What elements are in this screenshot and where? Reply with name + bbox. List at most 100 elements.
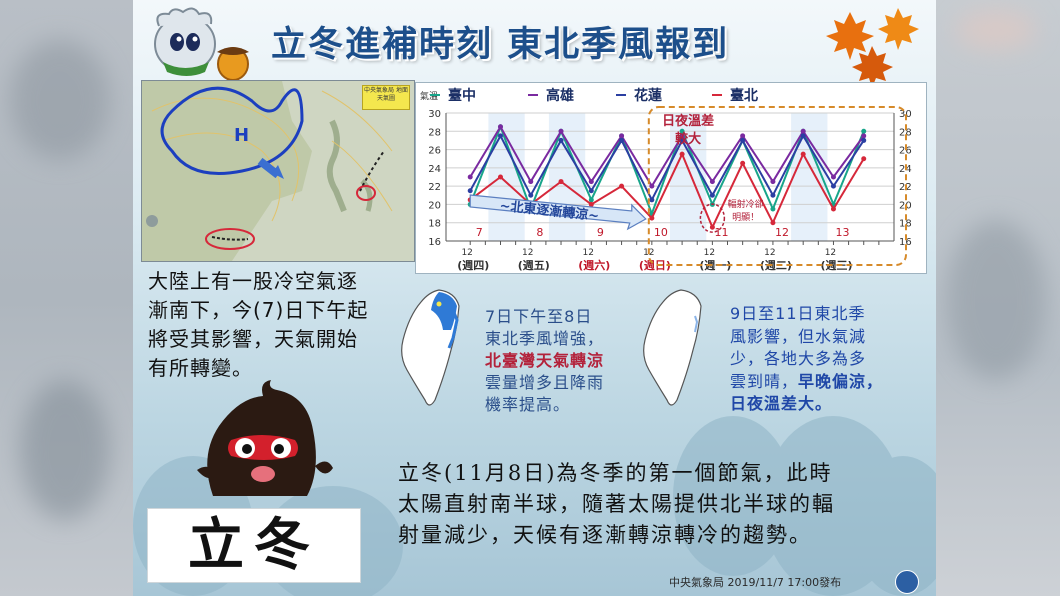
- weekday-label: (週二): [760, 258, 792, 272]
- series-point: [830, 206, 836, 212]
- cold-air-description: 大陸上有一股冷空氣逐漸南下，今(7)日下午起將受其影響，天氣開始有所轉變。: [148, 269, 369, 380]
- series-point: [588, 179, 594, 185]
- lidong-note-line: 射量減少，天候有逐漸轉涼轉冷的趨勢。: [398, 523, 812, 547]
- radiation-circle: [699, 203, 726, 233]
- hour-tick-label: 12: [764, 248, 775, 258]
- legend-label: 臺中: [448, 87, 476, 104]
- series-point: [558, 179, 564, 185]
- y-tick-label: 16: [899, 237, 912, 248]
- weekday-label: (週一): [699, 258, 731, 272]
- series-point: [497, 174, 503, 180]
- day-label: 7: [476, 226, 483, 239]
- y-axis-label: 氣溫: [420, 90, 438, 102]
- series-point: [861, 156, 867, 162]
- series-point: [800, 151, 806, 157]
- day-label: 13: [836, 226, 850, 239]
- trend-arrow: [469, 194, 647, 231]
- mid-desc-highlight: 北臺灣天氣轉涼: [485, 351, 605, 370]
- day-label: 11: [714, 226, 728, 239]
- series-point: [709, 192, 715, 198]
- background-right: [936, 0, 1060, 596]
- hour-tick-label: 12: [704, 248, 715, 258]
- series-point: [830, 183, 836, 189]
- day-label: 10: [654, 226, 668, 239]
- y-tick-label: 28: [428, 127, 441, 138]
- high-pressure-label: H: [234, 125, 249, 146]
- right-desc-line: 風影響，但水氣減: [730, 326, 867, 346]
- y-tick-label: 24: [428, 164, 441, 175]
- northeast-monsoon-forecast: 7日下午至8日 東北季風增強， 北臺灣天氣轉涼 雲量增多且降雨 機率提高。: [485, 306, 604, 416]
- series-point: [649, 183, 655, 189]
- legend-item-臺中: 臺中: [430, 87, 476, 104]
- series-point: [740, 137, 746, 143]
- series-point: [528, 179, 534, 185]
- series-point: [679, 151, 685, 157]
- temp-diff-label: 日夜溫差: [662, 113, 714, 129]
- series-point: [830, 174, 836, 180]
- surface-weather-map: H 中央氣象局 地面天氣圖: [141, 80, 415, 262]
- mid-desc-line: 雲量增多且降雨: [485, 373, 605, 392]
- right-desc-line: 雲到晴，: [730, 371, 799, 391]
- right-desc-highlight: 早晚偏涼，: [798, 371, 884, 391]
- series-point: [588, 201, 594, 207]
- series-point: [679, 137, 685, 143]
- right-desc-highlight: 日夜溫差大。: [730, 394, 833, 413]
- temperature-chart: 16 16 18 18 20 20 22 22 24 24 26 26 28 28 30 30 氣溫 7 12 (週四…: [415, 82, 927, 274]
- y-tick-label: 28: [899, 127, 912, 138]
- cwb-logo-icon: [895, 570, 919, 594]
- series-point: [619, 137, 625, 143]
- series-point: [497, 133, 503, 139]
- radiation-note: 輻射冷卻: [728, 198, 764, 210]
- series-point: [649, 215, 655, 221]
- series-point: [861, 137, 867, 143]
- series-point: [558, 128, 564, 134]
- series-point: [649, 197, 655, 203]
- night-band: [548, 113, 586, 241]
- series-point: [588, 188, 594, 194]
- y-tick-label: 16: [428, 237, 441, 248]
- series-point: [467, 174, 473, 180]
- weekday-label: (週日): [639, 258, 671, 272]
- monsoon-dry-forecast: 9日至11日東北季 風影響，但水氣減 少，各地大多為多 雲到晴，早晚偏涼， 日夜…: [730, 303, 883, 416]
- y-tick-label: 18: [428, 219, 441, 230]
- temp-diff-label: 較大: [675, 131, 701, 147]
- issuer-footer: 中央氣象局 2019/11/7 17:00發布: [669, 576, 842, 589]
- taiwan-map-dry: [643, 289, 702, 406]
- legend-item-臺北: 臺北: [712, 87, 758, 104]
- weekday-label: (週四): [457, 258, 489, 272]
- hour-tick-label: 12: [583, 248, 594, 258]
- lidong-mascot-icon: [197, 380, 333, 496]
- legend-item-高雄: 高雄: [528, 87, 574, 104]
- series-point: [800, 133, 806, 139]
- lidong-explanation: 立冬(11月8日)為冬季的第一個節氣，此時 太陽直射南半球，隨著太陽提供北半球的…: [398, 458, 835, 551]
- y-tick-label: 20: [428, 200, 441, 211]
- series-point: [679, 128, 685, 134]
- hour-tick-label: 12: [825, 248, 836, 258]
- maple-leaves-icon: [826, 8, 919, 84]
- weekday-label: (週五): [518, 258, 550, 272]
- hour-tick-label: 12: [522, 248, 533, 258]
- series-point: [861, 128, 867, 134]
- mid-desc-line: 機率提高。: [485, 395, 571, 414]
- series-line-臺北: [469, 151, 865, 230]
- mid-desc-line: 7日下午至8日: [485, 307, 593, 326]
- series-point: [770, 179, 776, 185]
- series-line-高雄: [469, 124, 865, 189]
- series-point: [619, 133, 625, 139]
- series-point: [709, 224, 715, 230]
- right-desc-line: 少，各地大多為多: [730, 349, 867, 368]
- legend-label: 臺北: [730, 87, 758, 104]
- series-point: [800, 128, 806, 134]
- legend-label: 高雄: [546, 87, 574, 104]
- hour-tick-label: 12: [461, 248, 472, 258]
- lidong-calligraphy-card: 立冬: [147, 508, 361, 583]
- day-label: 12: [775, 226, 789, 239]
- series-point: [588, 197, 594, 203]
- taiwan-map-rain-north: [401, 289, 460, 406]
- legend-item-花蓮: 花蓮: [616, 87, 662, 104]
- weekday-label: (週六): [578, 258, 610, 272]
- y-tick-label: 22: [428, 182, 441, 193]
- y-tick-label: 26: [428, 146, 441, 157]
- series-point: [679, 133, 685, 139]
- series-point: [861, 133, 867, 139]
